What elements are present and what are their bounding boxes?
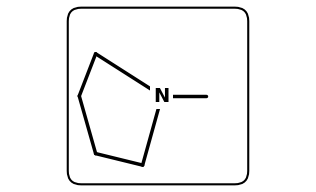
FancyBboxPatch shape — [68, 8, 248, 184]
Text: N: N — [154, 87, 170, 105]
